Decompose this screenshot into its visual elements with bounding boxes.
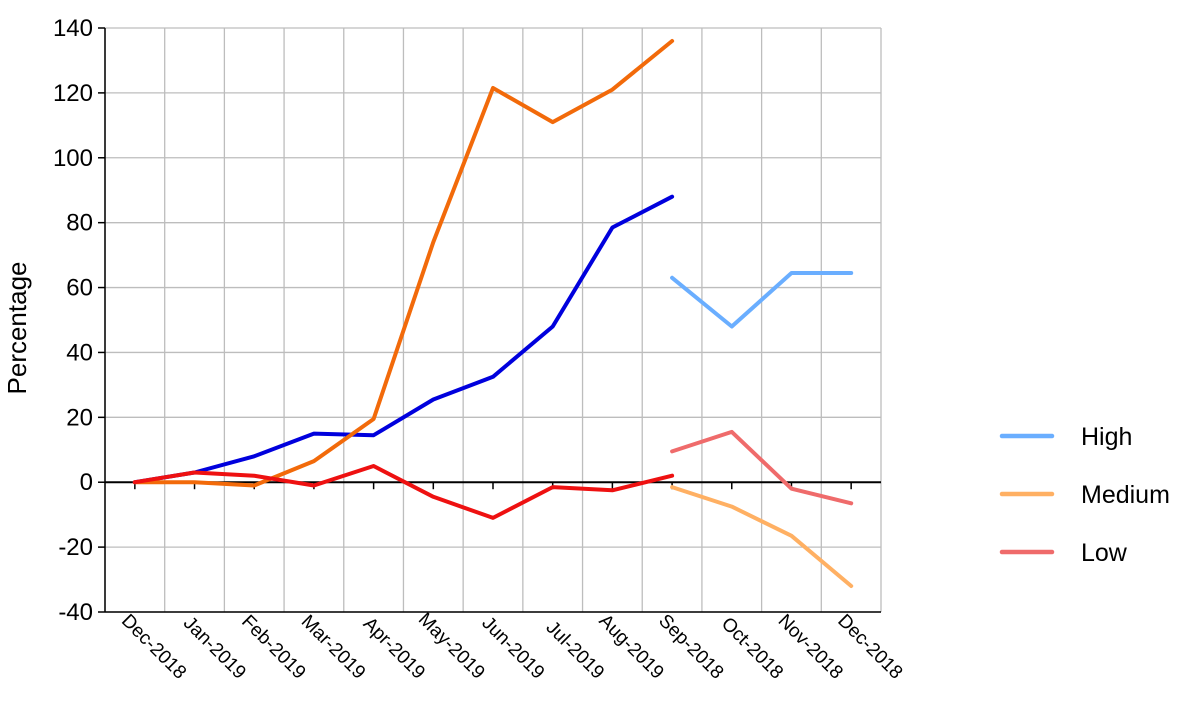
y-axis-title: Percentage: [2, 262, 32, 395]
series-4: [670, 485, 854, 588]
y-tick-label: 60: [66, 275, 93, 302]
x-tick-label: Jun-2019: [477, 613, 548, 684]
legend-entry: Medium: [999, 481, 1170, 509]
y-tick-label: -20: [58, 534, 93, 561]
series-3: [670, 271, 854, 329]
y-tick-label: 20: [66, 404, 93, 431]
legend-label: Low: [1081, 539, 1128, 567]
y-tick-label: 0: [80, 469, 93, 496]
series-2: [132, 464, 675, 520]
axes: [98, 27, 881, 613]
legend-entry: High: [999, 423, 1132, 451]
x-tick-label: Dec-2018: [117, 610, 190, 683]
series-1: [132, 39, 675, 488]
x-tick-label: Dec-2018: [833, 610, 906, 683]
y-tick-label: 120: [53, 80, 93, 107]
series-line: [132, 464, 675, 520]
legend-label: Medium: [1081, 481, 1170, 509]
series-lines: [132, 39, 854, 588]
series-5: [670, 429, 854, 506]
y-tick-label: 40: [66, 339, 93, 366]
y-tick-label: 80: [66, 210, 93, 237]
y-tick-label: 100: [53, 145, 93, 172]
series-line: [670, 429, 854, 506]
legend: High Medium Low: [999, 423, 1170, 567]
y-tick-labels: -40 -20 0 20 40 60 80 100 120 140: [53, 15, 93, 626]
x-tick-label: Feb-2019: [237, 611, 309, 683]
grid: [104, 27, 882, 613]
x-tick-label: Aug-2019: [595, 610, 668, 683]
series-line: [132, 39, 675, 488]
series-line: [132, 194, 675, 485]
x-tick-label: Sep-2018: [654, 610, 727, 683]
legend-entry: Low: [999, 539, 1128, 567]
y-tick-label: -40: [58, 599, 93, 626]
legend-label: High: [1081, 423, 1132, 451]
series-line: [670, 485, 854, 588]
series-line: [670, 271, 854, 329]
x-tick-labels: Dec-2018Jan-2019Feb-2019Mar-2019Apr-2019…: [117, 609, 906, 684]
x-tick-label: Mar-2019: [297, 611, 369, 683]
x-tick-label: Nov-2018: [774, 610, 847, 683]
series-0: [132, 194, 675, 485]
y-tick-label: 140: [53, 15, 93, 42]
